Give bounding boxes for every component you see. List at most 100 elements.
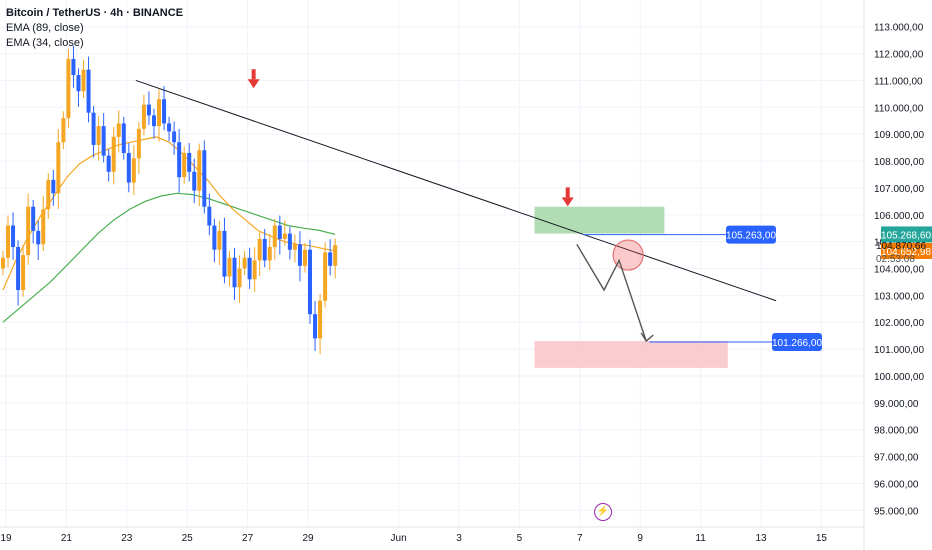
candle-body xyxy=(66,58,71,119)
candle-body xyxy=(187,152,192,172)
candle-body xyxy=(136,128,141,159)
candle-body xyxy=(277,225,282,239)
y-tick-label: 112.000,00 xyxy=(874,50,924,61)
candle-body xyxy=(167,123,172,132)
ema89-line xyxy=(2,192,336,323)
ema34-legend: EMA (34, close) xyxy=(6,37,84,49)
candle-body xyxy=(313,314,318,339)
symbol-title: Bitcoin / TetherUS · 4h · BINANCE xyxy=(6,7,184,19)
candle-body xyxy=(242,257,247,269)
candle-body xyxy=(262,238,267,261)
candle-body xyxy=(11,225,16,248)
y-tick-label: 104.000,00 xyxy=(874,265,924,276)
candle-body xyxy=(172,131,177,143)
level-label-box xyxy=(726,225,776,244)
resistance-circle xyxy=(612,239,644,271)
x-tick-label: 23 xyxy=(121,533,133,544)
y-tick-label: 107.000,00 xyxy=(874,184,924,195)
candle-body xyxy=(182,152,187,178)
x-tick-label: 3 xyxy=(456,533,462,544)
down-arrow-icon xyxy=(561,197,574,207)
y-tick-label: 100.000,00 xyxy=(874,372,924,383)
candle-body xyxy=(292,244,297,250)
x-tick-label: 25 xyxy=(182,533,194,544)
candle-body xyxy=(61,118,66,143)
x-tick-label: Jun xyxy=(391,533,407,544)
level-label-box xyxy=(772,332,822,351)
candle-body xyxy=(101,126,106,156)
x-tick-label: 15 xyxy=(816,533,828,544)
candle-body xyxy=(36,230,41,245)
candle-body xyxy=(272,225,277,248)
candle-body xyxy=(71,58,76,76)
lightning-icon[interactable]: ⚡ xyxy=(594,503,612,521)
down-arrow-icon xyxy=(251,69,256,80)
x-tick-label: 7 xyxy=(577,533,583,544)
down-arrow-icon xyxy=(247,79,260,89)
candle-body xyxy=(46,179,51,210)
candle-body xyxy=(141,104,146,129)
resistance-zone xyxy=(534,206,665,234)
y-tick-label: 98.000,00 xyxy=(874,426,919,437)
candle-body xyxy=(302,249,307,266)
y-tick-label: 102.000,00 xyxy=(874,318,924,329)
y-tick-label: 96.000,00 xyxy=(874,479,919,490)
level-label-text: 105.263,00 xyxy=(726,231,776,242)
axis-price-text: 105.268,60 xyxy=(881,230,931,241)
y-tick-label: 109.000,00 xyxy=(874,130,924,141)
candle-body xyxy=(232,257,237,288)
y-tick-label: 113.000,00 xyxy=(874,23,924,34)
candle-body xyxy=(282,233,287,239)
y-tick-label: 106.000,00 xyxy=(874,211,924,222)
candle-body xyxy=(252,260,257,280)
y-tick-label: 103.000,00 xyxy=(874,291,924,302)
candle-body xyxy=(126,152,131,183)
x-tick-label: 11 xyxy=(695,533,706,544)
candle-body xyxy=(197,150,202,191)
candle-body xyxy=(308,249,313,315)
candle-body xyxy=(237,268,242,288)
y-tick-label: 111.000,00 xyxy=(874,76,923,87)
candle-body xyxy=(257,238,262,261)
axis-price-box xyxy=(881,226,932,243)
candle-body xyxy=(227,257,232,277)
candle-body xyxy=(56,142,61,194)
candle-body xyxy=(146,104,151,116)
axis-price-box xyxy=(881,242,932,259)
x-tick-label: 21 xyxy=(61,533,73,544)
current-price-text: 104.870,66 xyxy=(876,241,926,252)
candle-body xyxy=(31,206,36,231)
candle-body xyxy=(318,300,323,339)
countdown-text: 02:53:08 xyxy=(876,254,915,265)
candle-body xyxy=(267,247,272,261)
candle-body xyxy=(157,99,162,127)
y-tick-label: 101.000,00 xyxy=(874,345,924,356)
x-tick-label: 13 xyxy=(755,533,767,544)
x-tick-label: 5 xyxy=(517,533,523,544)
candle-body xyxy=(116,123,121,137)
candle-body xyxy=(297,244,302,266)
candle-body xyxy=(81,69,86,92)
candle-body xyxy=(121,123,126,153)
axis-price-text: 104.652,98 xyxy=(881,247,931,258)
candle-body xyxy=(287,233,292,250)
chart-legend: Bitcoin / TetherUS · 4h · BINANCE EMA (8… xyxy=(6,6,183,51)
candle-body xyxy=(328,252,333,266)
candle-body xyxy=(177,142,182,178)
projection-path xyxy=(576,243,647,342)
candle-body xyxy=(131,158,136,183)
candle-body xyxy=(151,115,156,127)
x-tick-label: 29 xyxy=(302,533,314,544)
y-tick-label: 95.000,00 xyxy=(874,506,919,517)
candle-body xyxy=(222,230,227,277)
candle-body xyxy=(202,150,207,207)
candle-body xyxy=(21,255,26,290)
candle-body xyxy=(41,209,46,245)
x-tick-label: 19 xyxy=(0,533,12,544)
candle-body xyxy=(192,171,197,191)
level-label-text: 101.266,00 xyxy=(772,338,822,349)
ema34-line xyxy=(2,136,336,291)
candle-body xyxy=(217,230,222,250)
candle-body xyxy=(0,257,5,269)
